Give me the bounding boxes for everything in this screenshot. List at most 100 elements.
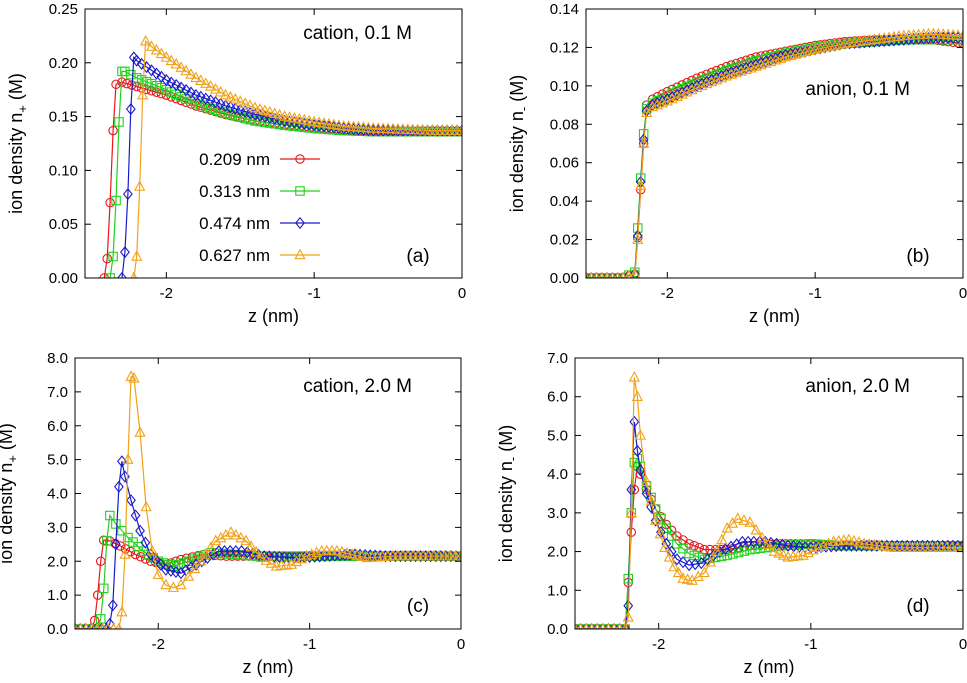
y-axis-label: ion density n- (M) [496, 425, 520, 562]
data-point-marker [151, 67, 162, 80]
data-point-marker [593, 622, 601, 629]
data-point-marker [119, 548, 131, 559]
data-point-marker [102, 253, 112, 264]
data-point-marker [152, 568, 164, 580]
data-point-marker [632, 444, 643, 457]
data-point-marker [175, 578, 187, 590]
data-point-marker [635, 464, 646, 477]
data-point-marker [319, 124, 329, 134]
data-point-marker [726, 540, 736, 553]
data-point-marker [130, 509, 141, 522]
data-point-marker [868, 538, 880, 550]
data-point-marker [629, 415, 640, 428]
data-point-marker [588, 622, 596, 629]
data-point-marker [329, 125, 339, 135]
data-point-marker [946, 541, 958, 552]
data-point-marker [858, 537, 870, 549]
legend-label: 0.313 nm [199, 182, 270, 201]
data-point-marker [686, 83, 698, 95]
y-tick-label: 7.0 [47, 384, 68, 401]
x-axis-label: z (nm) [248, 306, 299, 326]
series-line [75, 513, 461, 629]
data-point-marker [264, 105, 276, 117]
data-point-marker [650, 514, 661, 527]
y-tick-label: 4.0 [547, 466, 568, 483]
data-point-marker [236, 545, 247, 558]
data-point-marker [224, 90, 236, 102]
data-point-marker [110, 538, 121, 551]
data-point-marker [691, 81, 703, 93]
data-point-marker [957, 541, 963, 552]
data-point-marker [200, 77, 212, 88]
data-point-marker [645, 494, 657, 506]
data-point-marker [135, 551, 146, 562]
legend-label: 0.209 nm [199, 150, 270, 169]
data-point-marker [140, 500, 152, 512]
data-point-marker [638, 137, 650, 148]
series-line [575, 377, 963, 629]
data-point-marker [240, 534, 252, 546]
data-point-marker [219, 88, 232, 100]
data-point-marker [274, 108, 286, 120]
legend-label: 0.627 nm [199, 246, 270, 265]
data-point-marker [146, 64, 157, 77]
data-point-marker [116, 605, 128, 617]
legend: 0.209 nm 0.313 nm 0.474 nm 0.627 nm [199, 150, 320, 265]
y-tick-label: 0.06 [550, 155, 579, 172]
legend-marker [295, 186, 305, 196]
data-point-marker [290, 555, 303, 567]
data-point-marker [160, 51, 172, 62]
data-point-marker [134, 426, 146, 437]
data-point-marker [699, 544, 710, 555]
panel-label: (d) [906, 596, 929, 617]
data-point-marker [210, 534, 222, 546]
y-tick-label: 0.12 [550, 39, 579, 56]
data-point-marker [733, 547, 744, 558]
data-point-marker [456, 124, 462, 135]
data-point-marker [629, 484, 640, 495]
data-point-marker [146, 86, 157, 96]
data-point-marker [610, 622, 618, 629]
series-4 [130, 34, 462, 278]
data-point-marker [145, 40, 158, 51]
data-point-marker [288, 112, 301, 123]
x-axis-label: z (nm) [749, 306, 800, 326]
plot-area [586, 27, 963, 278]
x-tick-label: -2 [652, 636, 665, 653]
data-point-marker [678, 556, 688, 569]
y-tick-label: 0.00 [49, 270, 78, 287]
plot-frame [74, 357, 462, 630]
data-point-marker [195, 90, 206, 103]
data-point-marker [156, 70, 167, 83]
panel-1: 0.00 0.05 0.10 0.15 0.20 0.25 -2 -1 0 z (nm) ion d… [6, 1, 466, 326]
y-tick-label: 0.0 [547, 621, 568, 638]
data-point-marker [928, 34, 939, 45]
data-point-marker [439, 549, 451, 561]
y-tick-label: 2.0 [547, 544, 568, 561]
data-point-marker [710, 545, 723, 556]
data-point-marker [632, 233, 644, 244]
data-point-marker [684, 548, 694, 559]
data-point-marker [704, 555, 717, 567]
data-point-marker [336, 545, 348, 557]
data-point-marker [923, 32, 934, 45]
panel-annotation: anion, 0.1 M [805, 79, 910, 100]
series-4 [586, 27, 963, 278]
x-tick-label: -2 [661, 285, 674, 302]
data-point-marker [433, 549, 445, 561]
data-point-marker [710, 73, 723, 85]
data-point-marker [178, 558, 189, 568]
data-point-marker [428, 549, 440, 561]
data-point-marker [186, 86, 196, 99]
data-point-marker [195, 74, 207, 85]
data-point-marker [298, 113, 310, 125]
data-point-marker [898, 33, 909, 46]
x-tick-label: 0 [457, 636, 465, 653]
data-point-marker [230, 111, 241, 121]
data-point-marker [249, 101, 261, 113]
data-point-marker [225, 109, 236, 120]
data-point-marker [131, 54, 142, 67]
data-point-marker [686, 574, 698, 585]
y-tick-label: 4.0 [47, 486, 68, 503]
x-axis-label: z (nm) [243, 657, 294, 677]
